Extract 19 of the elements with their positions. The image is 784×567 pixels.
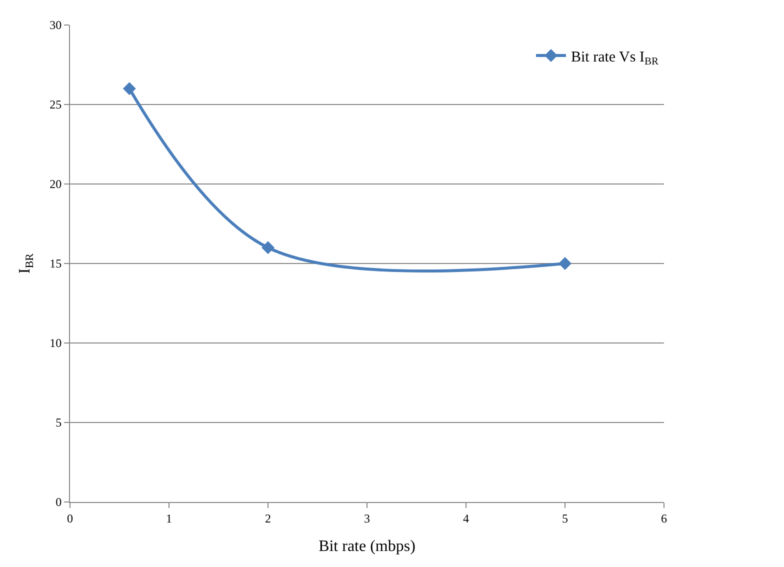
- x-tick-label: 1: [166, 511, 172, 526]
- x-tick-label: 6: [661, 511, 667, 526]
- x-axis-title: Bit rate (mbps): [318, 538, 416, 556]
- y-tick-label: 20: [50, 177, 62, 192]
- legend-label: Bit rate Vs I$_{BR}$: [571, 49, 658, 68]
- point: [122, 82, 136, 96]
- point: [558, 257, 572, 270]
- point: [262, 241, 274, 254]
- x-tick-label: 4: [463, 511, 469, 526]
- y-tick-label: 0: [56, 495, 62, 510]
- y-tick-label: 10: [50, 336, 62, 350]
- y-tick-label: 25: [50, 98, 62, 112]
- y-tick-label: 5: [56, 416, 62, 430]
- y-tick-label: 30: [50, 18, 62, 32]
- x-tick-label: 0: [67, 511, 73, 526]
- x-tick-label: 2: [265, 511, 271, 526]
- y-tick-label: 15: [50, 256, 62, 271]
- x-tick-label: 3: [364, 511, 370, 526]
- x-tick-label: 5: [562, 511, 568, 526]
